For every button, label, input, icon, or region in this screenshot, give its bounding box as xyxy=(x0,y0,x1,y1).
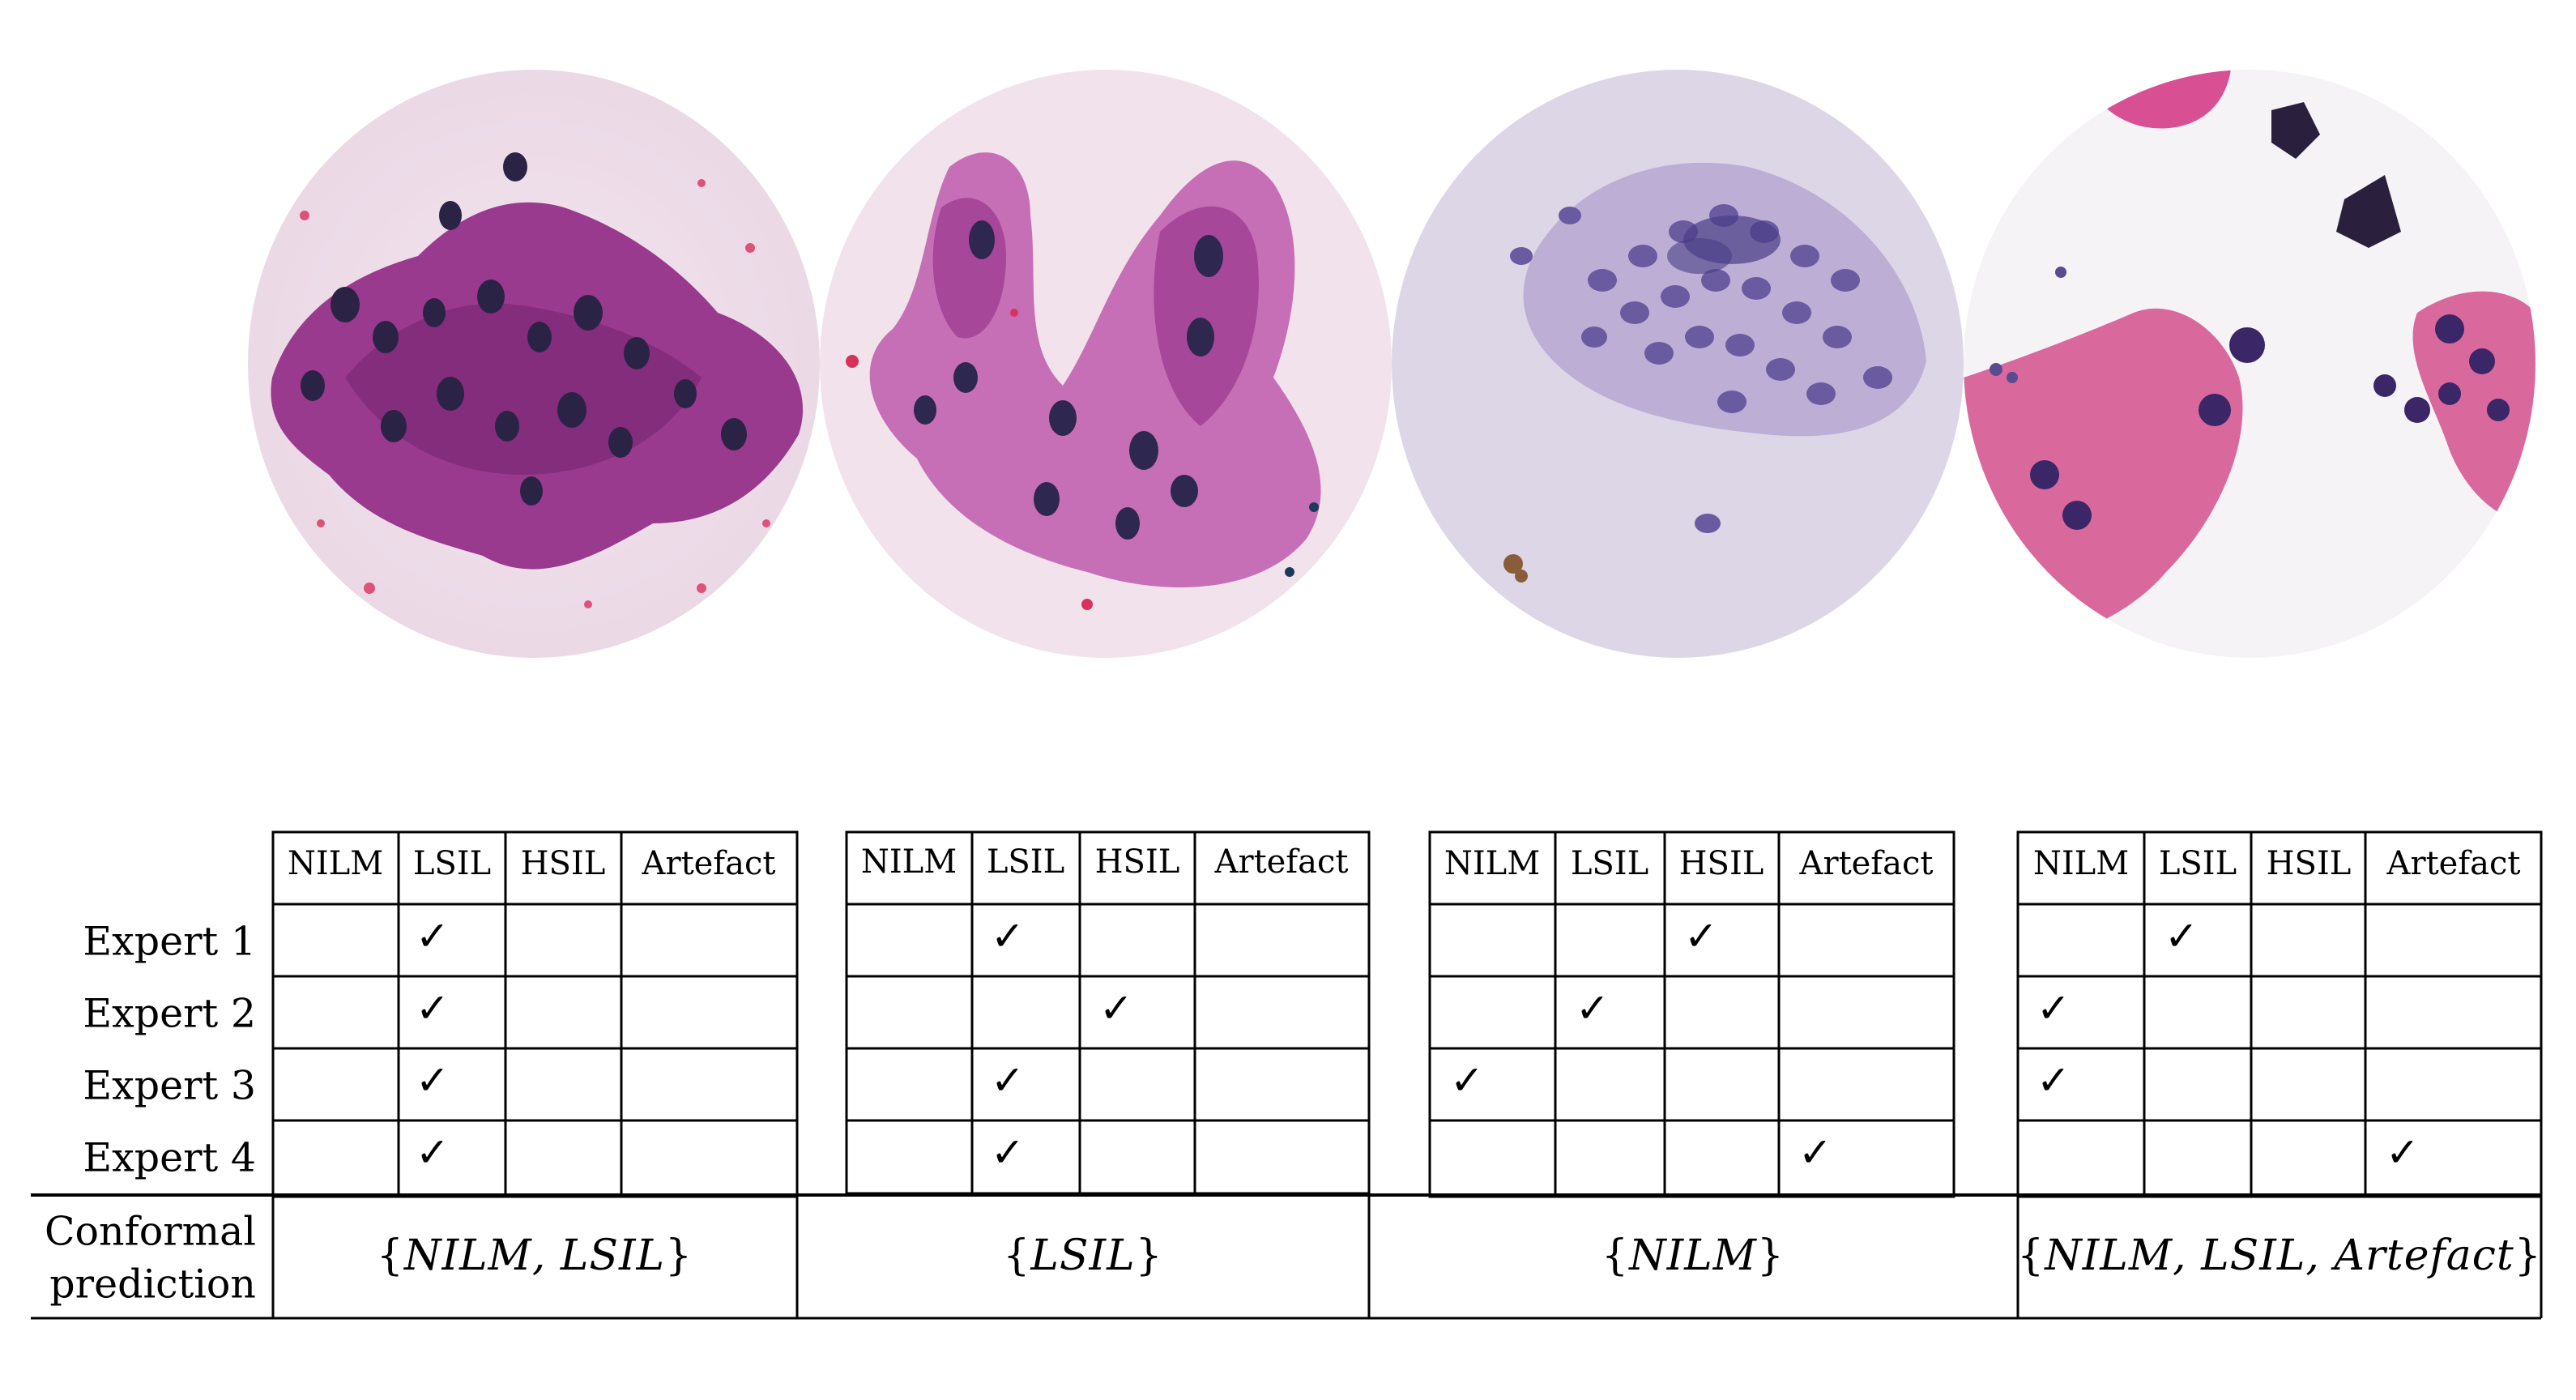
check-mark: ✓ xyxy=(416,1129,450,1176)
row-label-expert-3: Expert 3 xyxy=(83,1062,256,1109)
column-header-nilm: NILM xyxy=(1444,845,1541,882)
conformal-set-4: {NILM, LSIL, Artefact} xyxy=(2017,1231,2542,1280)
check-mark: ✓ xyxy=(2036,1056,2071,1104)
column-header-nilm: NILM xyxy=(287,845,384,882)
check-mark: ✓ xyxy=(2164,912,2199,960)
column-header-lsil: LSIL xyxy=(2158,845,2237,882)
column-header-lsil: LSIL xyxy=(986,843,1065,881)
conformal-set-3: {NILM} xyxy=(1601,1231,1785,1280)
column-header-artefact: Artefact xyxy=(2386,845,2521,882)
check-mark: ✓ xyxy=(991,1129,1025,1176)
column-header-nilm: NILM xyxy=(860,843,957,881)
check-mark: ✓ xyxy=(1099,984,1133,1032)
column-header-hsil: HSIL xyxy=(520,845,606,882)
row-label-expert-1: Expert 1 xyxy=(83,918,256,965)
column-header-artefact: Artefact xyxy=(1799,845,1934,882)
column-header-lsil: LSIL xyxy=(1570,845,1649,882)
row-label-expert-2: Expert 2 xyxy=(83,990,256,1037)
cytology-image-2 xyxy=(820,70,1392,658)
check-mark: ✓ xyxy=(416,1056,450,1104)
check-mark: ✓ xyxy=(1450,1056,1484,1104)
row-label-expert-4: Expert 4 xyxy=(83,1134,256,1181)
cytology-image-3 xyxy=(1392,70,1964,658)
check-mark: ✓ xyxy=(1576,984,1610,1032)
check-mark: ✓ xyxy=(991,912,1025,960)
check-mark: ✓ xyxy=(416,984,450,1032)
conformal-set-2: {LSIL} xyxy=(1003,1231,1163,1280)
column-header-artefact: Artefact xyxy=(1214,843,1349,881)
check-mark: ✓ xyxy=(2386,1129,2420,1176)
column-header-artefact: Artefact xyxy=(642,845,776,882)
check-mark: ✓ xyxy=(1798,1129,1832,1176)
check-mark: ✓ xyxy=(416,912,450,960)
column-header-hsil: HSIL xyxy=(1678,845,1764,882)
column-header-hsil: HSIL xyxy=(2266,845,2352,882)
column-header-nilm: NILM xyxy=(2032,845,2130,882)
check-mark: ✓ xyxy=(1684,912,1718,960)
check-mark: ✓ xyxy=(991,1056,1025,1104)
check-mark: ✓ xyxy=(2036,984,2071,1032)
row-label-conformal: Conformal xyxy=(45,1208,256,1255)
cytology-image-4 xyxy=(1964,70,2535,658)
row-label-prediction: prediction xyxy=(49,1261,256,1308)
cytology-image-1 xyxy=(248,70,820,658)
column-header-hsil: HSIL xyxy=(1094,843,1180,881)
conformal-set-1: {NILM, LSIL} xyxy=(376,1231,693,1280)
column-header-lsil: LSIL xyxy=(412,845,492,882)
